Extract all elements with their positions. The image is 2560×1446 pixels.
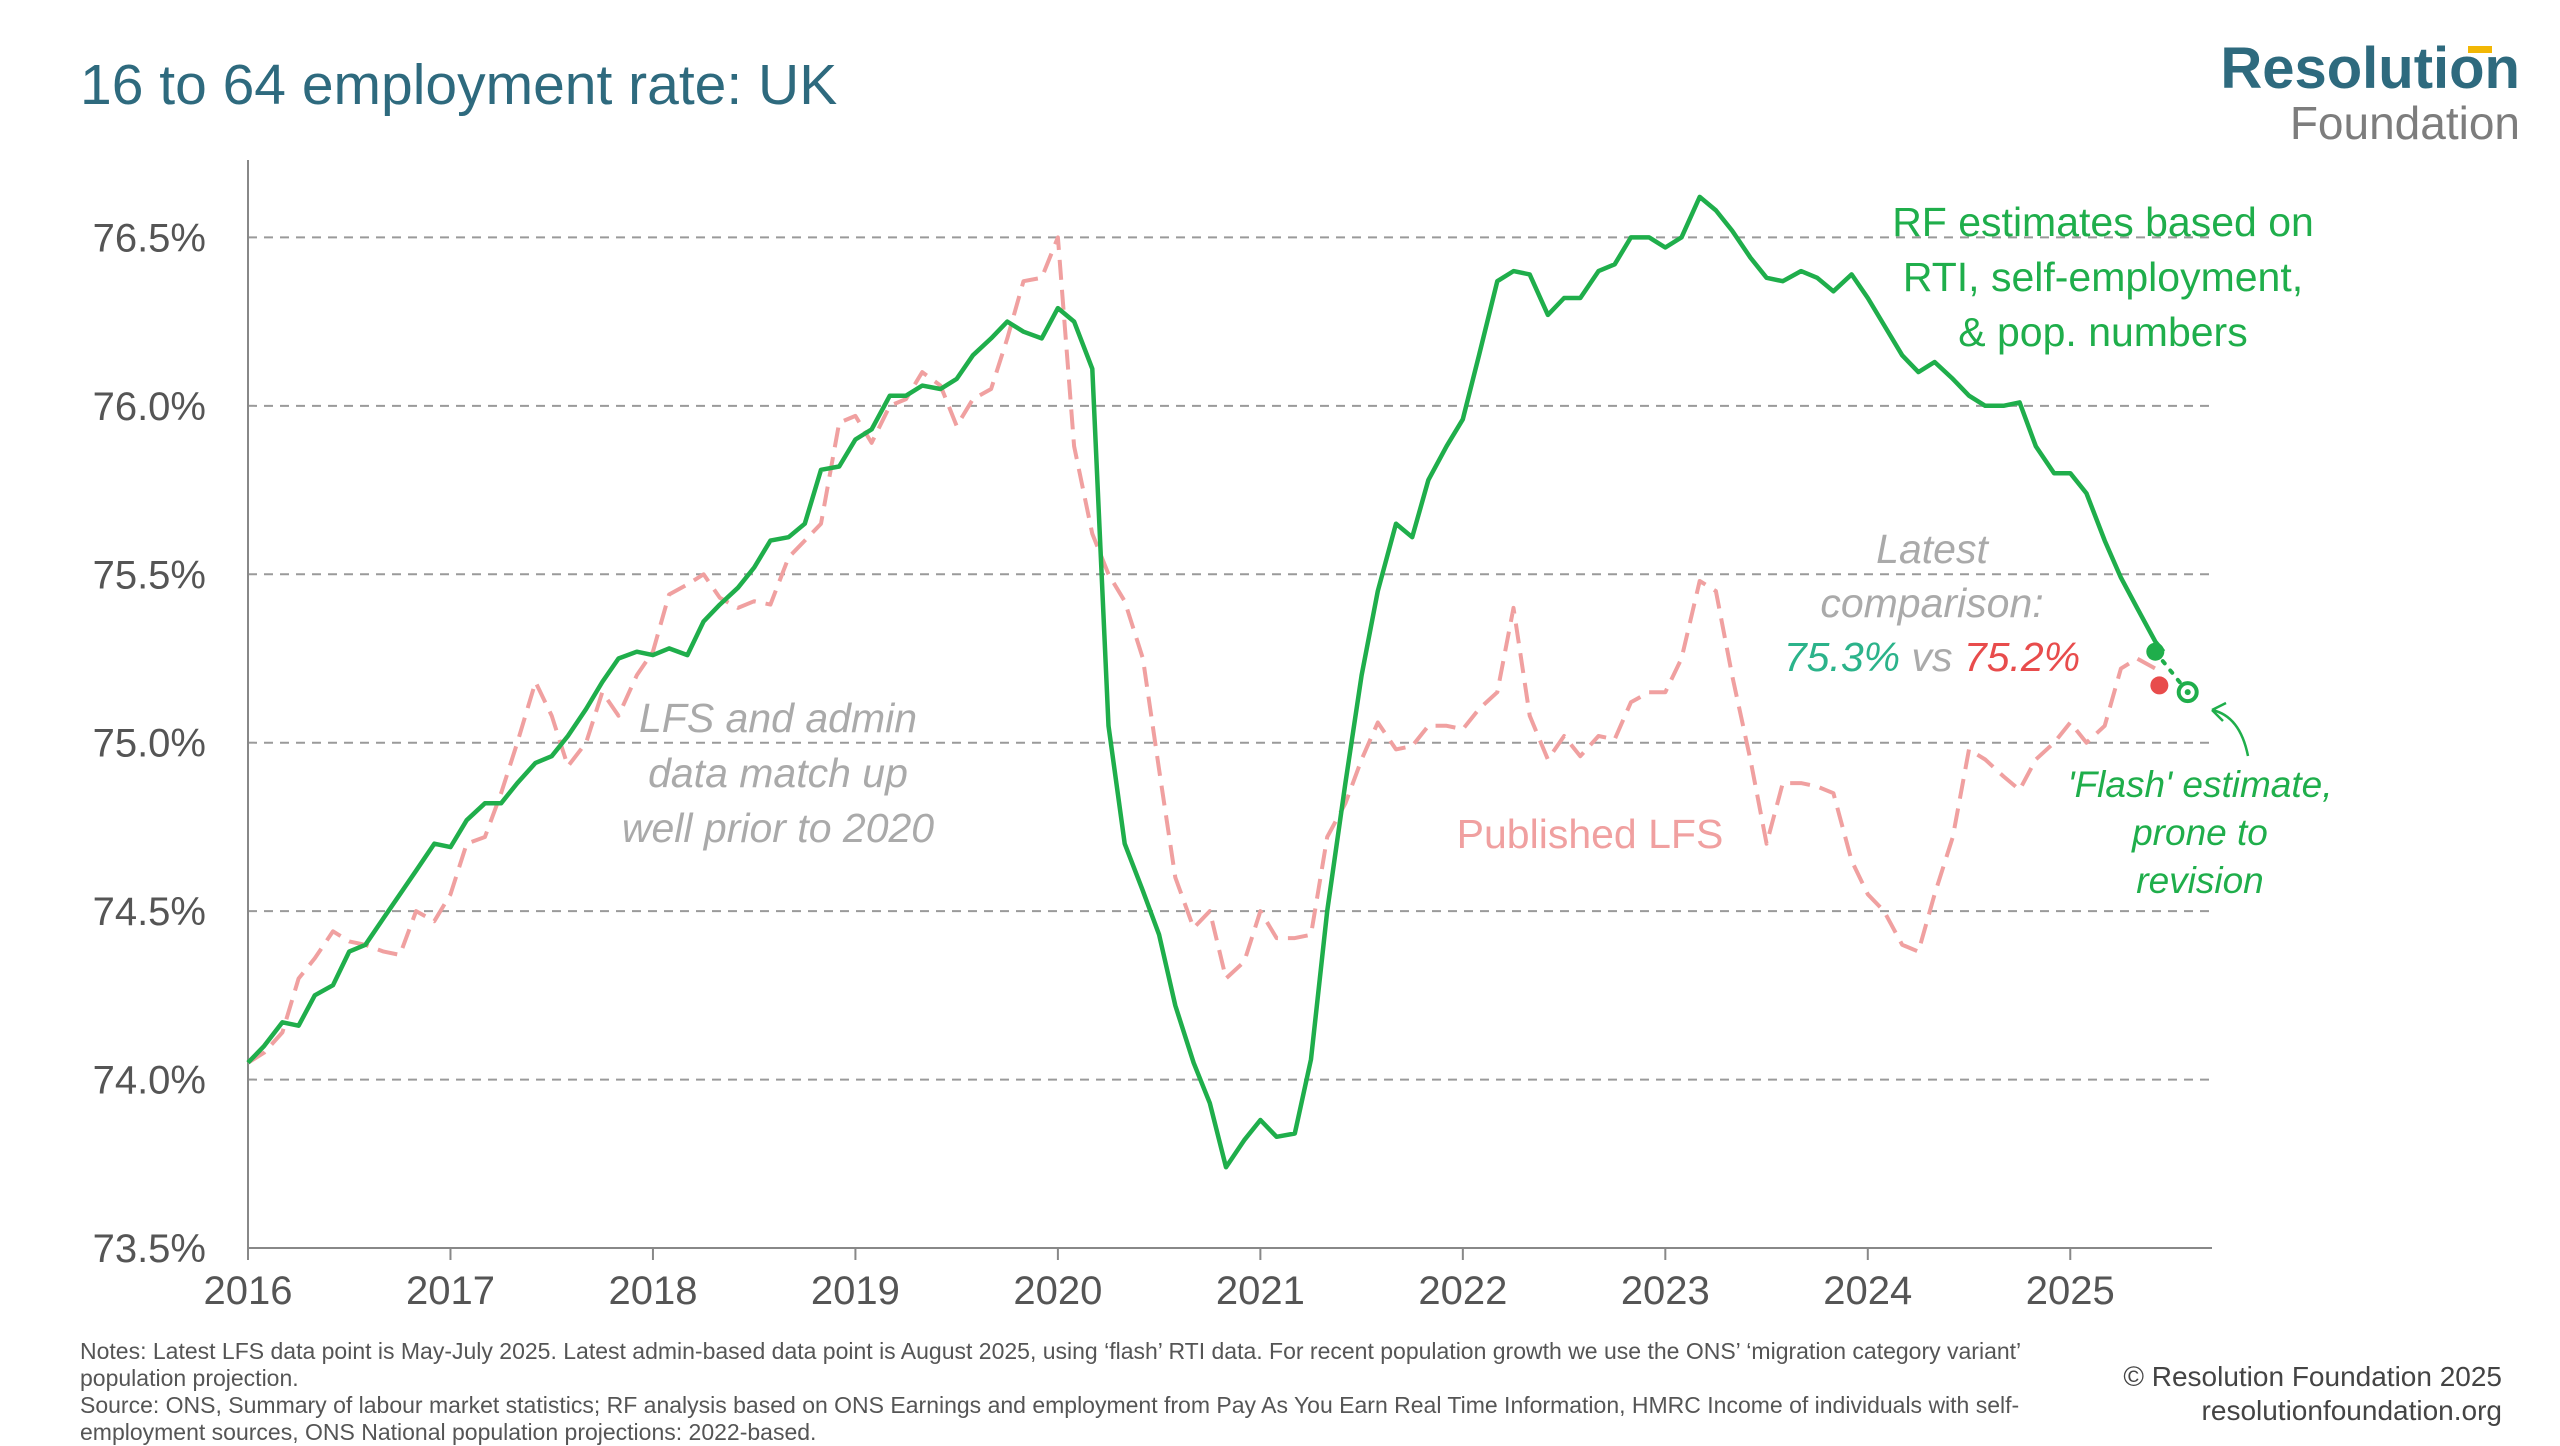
flash-estimate-label: 'Flash' estimate, <box>2068 764 2333 805</box>
y-axis-tick-labels: 73.5% 74.0% 74.5% 75.0% 75.5% 76.0% 76.5% <box>93 216 206 1271</box>
rf-series-label: & pop. numbers <box>1958 309 2247 355</box>
x-tick-label: 2018 <box>608 1269 697 1313</box>
x-tick-label: 2017 <box>406 1269 495 1313</box>
x-tick-label: 2022 <box>1418 1269 1507 1313</box>
x-tick-label: 2023 <box>1621 1269 1710 1313</box>
x-tick-label: 2025 <box>2026 1269 2115 1313</box>
flash-estimate-label: prone to <box>2131 812 2268 853</box>
latest-lfs-point <box>2150 676 2169 695</box>
y-tick-label: 76.0% <box>93 385 206 429</box>
x-tick-label: 2021 <box>1216 1269 1305 1313</box>
rf-series-label: RTI, self-employment, <box>1903 254 2303 300</box>
flash-estimate-label: revision <box>2136 860 2264 901</box>
chart-annotations: RF estimates based on RTI, self-employmen… <box>622 199 2333 901</box>
flash-arrow <box>2211 708 2250 757</box>
gridlines <box>248 236 2212 1081</box>
flash-arrowhead <box>2211 701 2227 722</box>
y-tick-label: 76.5% <box>93 216 206 260</box>
credit-block: © Resolution Foundation 2025 resolutionf… <box>2123 1360 2502 1428</box>
rf-series-label: RF estimates based on <box>1892 199 2314 245</box>
y-tick-label: 75.0% <box>93 722 206 766</box>
chart-notes: Notes: Latest LFS data point is May-July… <box>80 1338 2120 1446</box>
latest-rf-value: 75.3% <box>1784 634 1900 680</box>
latest-lfs-value: 75.2% <box>1964 634 2080 680</box>
latest-comparison-values: 75.3% vs 75.2% <box>1784 634 2080 680</box>
x-tick-label: 2016 <box>204 1269 293 1313</box>
x-axis-tick-labels: 2016 2017 2018 2019 2020 2021 2022 2023 2024 2025 <box>204 1269 2115 1313</box>
latest-comparison-label: Latest <box>1876 526 1989 572</box>
endpoint-markers <box>2146 642 2199 704</box>
flash-connector <box>2153 649 2190 695</box>
latest-rf-point <box>2146 642 2165 661</box>
chart-title: 16 to 64 employment rate: UK <box>80 53 838 117</box>
logo-line-2: Foundation <box>2289 97 2520 149</box>
axes <box>247 160 2212 1260</box>
logo-accent-mark <box>2468 46 2492 53</box>
source-line: Source: ONS, Summary of labour market st… <box>80 1392 2020 1445</box>
y-tick-label: 74.5% <box>93 890 206 934</box>
series-lines <box>246 194 2166 1170</box>
y-tick-label: 73.5% <box>93 1227 206 1271</box>
x-tick-label: 2020 <box>1013 1269 1102 1313</box>
y-tick-label: 74.0% <box>93 1059 206 1103</box>
rf-series-line <box>246 194 2166 1170</box>
x-tick-label: 2019 <box>811 1269 900 1313</box>
resolution-foundation-logo: Resolution Foundation <box>2220 40 2520 149</box>
match-annotation: data match up <box>648 750 908 796</box>
x-tick-label: 2024 <box>1823 1269 1912 1313</box>
match-annotation: well prior to 2020 <box>622 805 934 851</box>
website-text: resolutionfoundation.org <box>2201 1395 2502 1426</box>
latest-comparison-label: comparison: <box>1820 580 2043 626</box>
notes-line: Notes: Latest LFS data point is May-July… <box>80 1338 2021 1391</box>
flash-estimate-point-dot <box>2184 689 2191 696</box>
y-tick-label: 75.5% <box>93 553 206 597</box>
match-annotation: LFS and admin <box>639 695 917 741</box>
employment-rate-chart: 73.5% 74.0% 74.5% 75.0% 75.5% 76.0% 76.5% 2016… <box>93 160 2333 1313</box>
lfs-series-line <box>246 235 2166 1065</box>
copyright-text: © Resolution Foundation 2025 <box>2123 1361 2502 1392</box>
lfs-series-label: Published LFS <box>1457 811 1724 857</box>
latest-vs: vs <box>1900 634 1964 680</box>
